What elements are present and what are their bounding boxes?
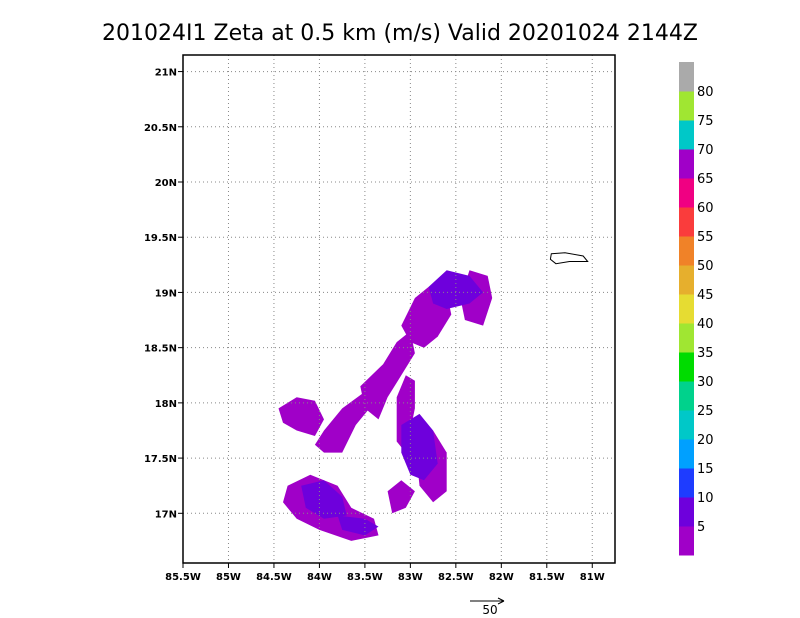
y-tick-label-8: 21N (155, 68, 177, 79)
region-level-10-9 (428, 270, 484, 309)
colorbar-label-6: 35 (697, 346, 714, 361)
region-level-5-7 (387, 480, 415, 514)
colorbar-label-12: 65 (697, 172, 714, 187)
colorbar-segment-15 (679, 91, 694, 121)
reference-arrow-label: 50 (482, 603, 497, 617)
colorbar-label-13: 70 (697, 143, 714, 158)
colorbar-label-1: 10 (697, 491, 714, 506)
colorbar-segment-6 (679, 352, 694, 382)
region-level-10-12 (337, 515, 379, 536)
x-tick-label-3: 84W (307, 572, 332, 583)
colorbar-segment-4 (679, 410, 694, 440)
colorbar-segment-3 (679, 439, 694, 469)
colorbar-label-15: 80 (697, 85, 714, 100)
chart-title: 201024I1 Zeta at 0.5 km (m/s) Valid 2020… (102, 21, 698, 46)
x-tick-label-9: 81W (580, 572, 605, 583)
x-tick-label-6: 82.5W (438, 572, 474, 583)
y-tick-label-3: 18.5N (144, 344, 177, 355)
y-tick-label-5: 19.5N (144, 233, 177, 244)
colorbar-segment-16 (679, 62, 694, 92)
plot-frame (182, 54, 616, 564)
y-tick-label-1: 17.5N (144, 454, 177, 465)
region-level-10-11 (301, 480, 347, 519)
reference-arrow-head (497, 597, 505, 605)
x-tick-label-4: 83.5W (347, 572, 383, 583)
colorbar-segment-2 (679, 468, 694, 498)
colorbar-segment-14 (679, 120, 694, 150)
x-axis: 85.5W 85W 84.5W 84W 83.5W 83W 82.5W 82W 81.5W 81W (165, 563, 605, 583)
colorbar-label-3: 20 (697, 433, 714, 448)
islands-layer (549, 252, 589, 265)
colorbar: 5 10 15 20 25 30 35 40 45 50 55 60 65 70 75 80 (679, 62, 714, 556)
colorbar-segment-12 (679, 178, 694, 208)
colorbar-label-8: 45 (697, 288, 714, 303)
region-level-5-1 (314, 391, 374, 453)
vector-reference: 50 (470, 597, 505, 617)
colorbar-segment-5 (679, 381, 694, 411)
colorbar-segment-7 (679, 323, 694, 353)
region-level-5-0 (278, 397, 324, 436)
colorbar-label-9: 50 (697, 259, 714, 274)
y-tick-label-6: 20N (155, 178, 177, 189)
regions-layer (278, 270, 493, 541)
colorbar-segment-9 (679, 265, 694, 295)
colorbar-label-10: 55 (697, 230, 714, 245)
colorbar-label-14: 75 (697, 114, 714, 129)
region-level-5-4 (396, 375, 415, 453)
colorbar-segment-8 (679, 294, 694, 324)
colorbar-segment-11 (679, 207, 694, 237)
x-tick-label-0: 85.5W (165, 572, 201, 583)
x-tick-label-8: 81.5W (529, 572, 565, 583)
colorbar-label-11: 60 (697, 201, 714, 216)
colorbar-segment-10 (679, 236, 694, 266)
colorbar-segment-0 (679, 526, 694, 556)
x-tick-label-5: 83W (398, 572, 423, 583)
x-tick-label-2: 84.5W (256, 572, 292, 583)
y-tick-label-0: 17N (155, 509, 177, 520)
x-tick-label-7: 82W (489, 572, 514, 583)
colorbar-label-0: 5 (697, 520, 705, 535)
colorbar-label-5: 30 (697, 375, 714, 390)
region-level-5-2 (360, 331, 415, 420)
x-tick-label-1: 85W (216, 572, 241, 583)
y-tick-label-4: 19N (155, 288, 177, 299)
y-tick-label-7: 20.5N (144, 123, 177, 134)
grid-layer (183, 55, 615, 563)
colorbar-segment-1 (679, 497, 694, 527)
y-axis: 17N 17.5N 18N 18.5N 19N 19.5N 20N 20.5N 21N (144, 68, 183, 520)
colorbar-label-4: 25 (697, 404, 714, 419)
colorbar-label-2: 15 (697, 462, 714, 477)
y-tick-label-2: 18N (155, 399, 177, 410)
colorbar-label-7: 40 (697, 317, 714, 332)
island-outline-0 (549, 252, 589, 265)
colorbar-segment-13 (679, 149, 694, 179)
